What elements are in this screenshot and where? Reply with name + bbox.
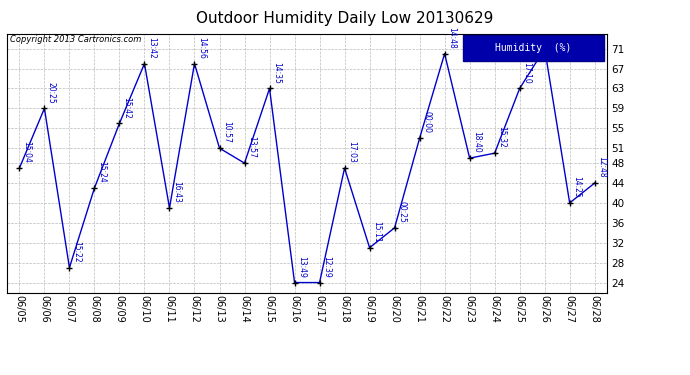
- Text: 00:00: 00:00: [422, 111, 431, 133]
- Text: 14:35: 14:35: [272, 62, 281, 84]
- Text: 17:10: 17:10: [522, 62, 531, 84]
- Text: 16:43: 16:43: [172, 181, 181, 203]
- Text: 12:48: 12:48: [598, 156, 607, 178]
- Text: Copyright 2013 Cartronics.com: Copyright 2013 Cartronics.com: [10, 35, 141, 44]
- Text: 14:56: 14:56: [197, 37, 206, 58]
- Text: 15:42: 15:42: [122, 97, 131, 118]
- Text: 15:11: 15:11: [372, 221, 381, 243]
- Text: 20:25: 20:25: [47, 82, 56, 104]
- Text: 17:03: 17:03: [347, 141, 356, 163]
- Text: Humidity  (%): Humidity (%): [495, 43, 572, 53]
- Text: 18:40: 18:40: [472, 131, 481, 153]
- FancyBboxPatch shape: [463, 35, 604, 61]
- Text: 15:24: 15:24: [97, 161, 106, 183]
- Text: Outdoor Humidity Daily Low 20130629: Outdoor Humidity Daily Low 20130629: [197, 11, 493, 26]
- Text: 12:39: 12:39: [322, 256, 331, 278]
- Text: 13:42: 13:42: [147, 37, 156, 58]
- Text: 14:25: 14:25: [572, 176, 581, 198]
- Text: 13:49: 13:49: [297, 256, 306, 278]
- Text: 15:04: 15:04: [22, 141, 31, 163]
- Text: 15:32: 15:32: [497, 126, 506, 148]
- Text: 10:57: 10:57: [222, 122, 231, 143]
- Text: 15:22: 15:22: [72, 241, 81, 262]
- Text: 00:25: 00:25: [397, 201, 406, 223]
- Text: 13:57: 13:57: [247, 136, 256, 158]
- Text: 14:48: 14:48: [447, 27, 456, 49]
